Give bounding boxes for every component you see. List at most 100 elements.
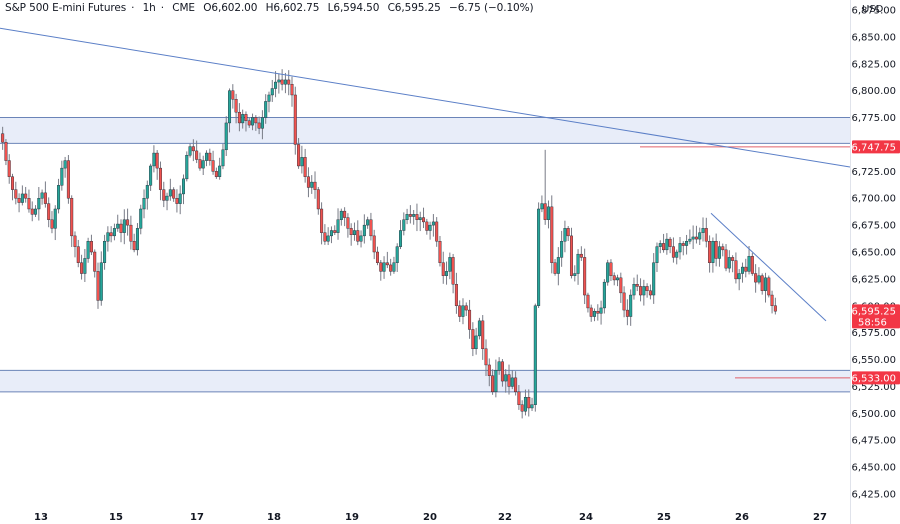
candle	[119, 219, 123, 243]
candle-body-down	[303, 157, 307, 177]
candle-body-down	[622, 292, 626, 311]
candle-body-down	[639, 286, 643, 296]
candle	[632, 277, 636, 300]
price-change: −6.75 (−0.10%)	[449, 2, 534, 14]
candle-body-up	[310, 181, 314, 188]
candle-body-down	[517, 391, 521, 405]
candle-body-down	[119, 223, 123, 233]
candle	[576, 249, 580, 285]
candle-body-up	[399, 230, 403, 247]
candle	[80, 254, 84, 280]
candle	[560, 230, 564, 267]
candle-body-down	[408, 214, 412, 217]
candle-body-up	[83, 258, 87, 274]
candle-body-up	[283, 79, 287, 85]
candle	[310, 175, 314, 194]
candle	[369, 212, 373, 241]
candle-body-down	[681, 243, 685, 246]
candle-body-up	[655, 246, 659, 263]
candle	[185, 151, 189, 182]
candle	[366, 216, 370, 229]
candle-body-down	[96, 271, 100, 301]
candle	[126, 208, 130, 236]
candle	[471, 322, 475, 357]
candle-body-up	[352, 230, 356, 236]
interval-label[interactable]: 1h	[142, 2, 156, 14]
candle-body-down	[589, 307, 593, 317]
currency-label[interactable]: USD	[862, 4, 884, 15]
candle-body-down	[198, 159, 202, 169]
candle	[14, 181, 18, 205]
candle	[103, 234, 107, 270]
candle-body-up	[326, 235, 330, 242]
candle-body-down	[520, 404, 524, 412]
time-tick: 27	[813, 512, 827, 523]
candle-body-up	[165, 195, 169, 201]
ohlc-close: C6,595.25	[387, 2, 441, 14]
candle	[37, 186, 41, 221]
candle	[606, 259, 610, 286]
candle	[422, 207, 426, 229]
candle-body-up	[145, 185, 149, 199]
price-tick: 6,575.00	[851, 328, 896, 339]
candle	[201, 155, 205, 175]
candle	[320, 202, 324, 245]
candle	[86, 237, 90, 263]
candle-body-down	[211, 160, 215, 172]
candle-body-up	[546, 206, 550, 220]
candle-body-down	[734, 260, 738, 280]
candle-body-up	[382, 262, 386, 272]
candle	[523, 389, 527, 416]
short-downtrend-trendline	[710, 212, 827, 322]
candle-body-up	[142, 198, 146, 210]
candle	[234, 93, 238, 124]
candle-body-up	[418, 217, 422, 220]
price-tick: 6,550.00	[851, 355, 896, 366]
candle	[260, 110, 264, 140]
candle	[527, 389, 531, 417]
candle-body-down	[27, 198, 31, 210]
candle	[609, 259, 613, 282]
candle-body-down	[66, 160, 70, 199]
candle	[73, 231, 77, 258]
time-tick: 13	[34, 512, 48, 523]
candle	[530, 397, 534, 412]
candle	[7, 154, 11, 184]
symbol-name[interactable]: S&P 500 E-mini Futures	[5, 2, 127, 14]
candle	[172, 187, 176, 202]
candle	[441, 251, 445, 284]
price-axis[interactable]: 6,875.00 6,850.00 6,825.00 6,800.00 6,775.00…	[850, 0, 897, 524]
candle	[333, 225, 337, 236]
candle-body-down	[770, 294, 774, 306]
candle-body-up	[599, 307, 603, 314]
candle	[491, 369, 495, 395]
candle-body-down	[17, 198, 21, 203]
time-tick: 25	[657, 512, 671, 523]
candle	[70, 195, 74, 247]
ohlc-high: H6,602.75	[265, 2, 320, 14]
time-axis[interactable]: 13 15 17 18 19 20 22 24 25 26 27	[34, 512, 827, 523]
candle	[11, 173, 15, 201]
candle	[445, 261, 449, 285]
candle	[359, 230, 363, 248]
candle	[691, 225, 695, 249]
candle-body-down	[320, 208, 324, 233]
candle	[228, 88, 232, 133]
candle	[757, 267, 761, 285]
candle	[596, 304, 600, 321]
candle-body-down	[438, 241, 442, 263]
candle-body-down	[214, 171, 218, 177]
candle	[497, 357, 501, 375]
candle-body-down	[306, 176, 310, 188]
candle	[701, 217, 705, 242]
candle-body-down	[287, 79, 291, 85]
time-tick: 22	[498, 512, 512, 523]
candle	[579, 246, 583, 261]
last-price-label-value: 6,595.25	[851, 306, 896, 317]
candle	[625, 299, 629, 326]
price-tick: 6,500.00	[851, 409, 896, 420]
candle	[616, 274, 620, 287]
candle	[569, 227, 573, 279]
candle	[27, 189, 31, 213]
